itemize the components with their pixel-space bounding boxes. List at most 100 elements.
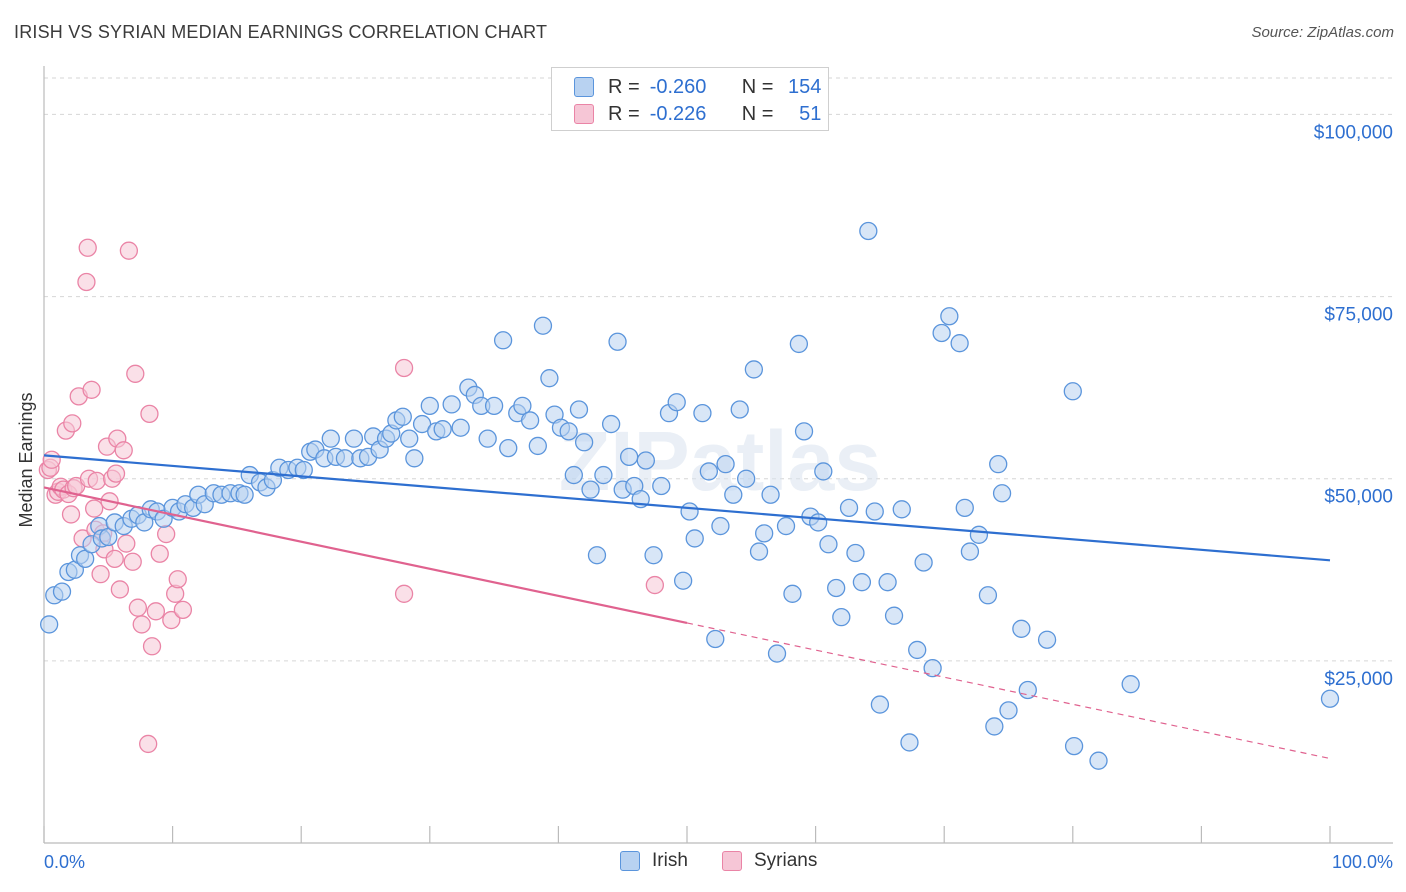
bottom-legend-syrians: Syrians bbox=[722, 850, 817, 872]
syrians-point bbox=[82, 380, 101, 399]
irish-point bbox=[794, 422, 814, 441]
syrians-point bbox=[61, 505, 81, 524]
irish-point bbox=[420, 396, 439, 416]
irish-point bbox=[761, 485, 780, 504]
irish-point bbox=[528, 436, 547, 456]
irish-point bbox=[776, 516, 796, 536]
irish-point bbox=[569, 400, 589, 419]
syrians-swatch bbox=[574, 104, 594, 124]
bottom-legend-irish: Irish bbox=[620, 850, 688, 872]
irish-point bbox=[540, 369, 559, 388]
y-axis-label: Median Earnings bbox=[16, 392, 36, 527]
irish-swatch bbox=[574, 77, 594, 97]
irish-point bbox=[499, 438, 518, 458]
irish-point bbox=[608, 332, 627, 351]
chart-source: Source: ZipAtlas.com bbox=[1251, 24, 1394, 41]
irish-point bbox=[923, 658, 942, 678]
syrians-point bbox=[157, 524, 176, 544]
correlation-legend: R = -0.260 N = 154 R = -0.226 N = 51 bbox=[551, 67, 829, 131]
irish-point bbox=[819, 535, 838, 554]
irish-point bbox=[405, 449, 424, 468]
legend-r-value: -0.226 bbox=[649, 102, 707, 125]
irish-point bbox=[1012, 619, 1031, 638]
syrians-point bbox=[123, 552, 142, 571]
irish-point bbox=[1037, 630, 1057, 649]
trend-lines bbox=[43, 454, 1331, 760]
syrians-point bbox=[173, 600, 193, 620]
irish-point bbox=[400, 429, 419, 448]
chart-title: IRISH VS SYRIAN MEDIAN EARNINGS CORRELAT… bbox=[14, 22, 548, 42]
irish-point bbox=[574, 433, 594, 452]
y-tick-labels: $25,000 $50,000 $75,000 $100,000 bbox=[1314, 122, 1393, 689]
y-tick-label: $100,000 bbox=[1314, 122, 1393, 143]
irish-point bbox=[730, 400, 749, 419]
syrians-point bbox=[87, 471, 106, 491]
irish-point bbox=[969, 525, 989, 544]
irish-point bbox=[1063, 382, 1082, 401]
irish-point bbox=[587, 546, 607, 565]
irish-point bbox=[39, 615, 59, 634]
syrians-point bbox=[105, 549, 124, 569]
syrians-point bbox=[140, 404, 159, 424]
irish-point bbox=[478, 429, 497, 448]
irish-point bbox=[960, 542, 980, 561]
irish-point bbox=[992, 484, 1012, 503]
legend-r-value: -0.260 bbox=[649, 75, 707, 98]
irish-point bbox=[693, 403, 712, 423]
irish-point bbox=[652, 476, 671, 496]
irish-point bbox=[1121, 675, 1140, 694]
irish-point bbox=[533, 316, 553, 335]
syrians-point bbox=[42, 450, 61, 469]
irish-legend-label: Irish bbox=[652, 850, 688, 871]
syrians-point bbox=[150, 544, 169, 563]
irish-point bbox=[737, 469, 756, 488]
syrians-legend-label: Syrians bbox=[754, 850, 818, 871]
irish-point bbox=[955, 498, 974, 518]
irish-point bbox=[940, 307, 959, 326]
irish-point bbox=[493, 331, 513, 350]
syrians-point bbox=[117, 534, 136, 553]
irish-point bbox=[755, 524, 774, 543]
irish-point bbox=[749, 542, 769, 561]
grid-layer bbox=[44, 77, 1393, 662]
irish-points bbox=[39, 221, 1340, 770]
irish-trend-line bbox=[43, 454, 1331, 562]
irish-point bbox=[484, 396, 504, 416]
irish-point bbox=[559, 422, 578, 441]
syrians-point bbox=[139, 734, 158, 754]
irish-point bbox=[594, 465, 613, 485]
irish-point bbox=[619, 447, 639, 467]
x-tick-label-min: 0.0% bbox=[44, 852, 85, 872]
syrians-point bbox=[106, 464, 126, 483]
irish-point bbox=[1064, 736, 1084, 756]
syrians-point bbox=[162, 610, 181, 630]
irish-point bbox=[685, 529, 704, 548]
irish-point bbox=[767, 644, 787, 663]
irish-point bbox=[870, 695, 890, 714]
irish-point bbox=[814, 462, 833, 481]
irish-point bbox=[865, 502, 884, 521]
irish-point bbox=[667, 393, 686, 412]
irish-point bbox=[999, 701, 1018, 720]
syrians-trend-line-extension bbox=[686, 622, 1331, 760]
irish-legend-swatch bbox=[620, 851, 640, 871]
x-tick-label-max: 100.0% bbox=[1332, 852, 1393, 872]
irish-point bbox=[846, 543, 865, 563]
irish-point bbox=[900, 733, 919, 752]
irish-point bbox=[673, 571, 693, 590]
irish-point bbox=[914, 553, 933, 572]
legend-n-label: N = bbox=[741, 75, 774, 98]
irish-point bbox=[985, 717, 1004, 736]
syrians-point bbox=[85, 499, 104, 518]
irish-point bbox=[908, 640, 927, 660]
irish-point bbox=[809, 513, 828, 532]
syrians-point bbox=[142, 637, 162, 656]
irish-point bbox=[699, 462, 719, 481]
syrians-point bbox=[645, 575, 664, 595]
irish-point bbox=[950, 334, 969, 353]
y-tick-label: $25,000 bbox=[1324, 669, 1393, 690]
irish-point bbox=[884, 606, 904, 625]
syrians-point bbox=[114, 441, 133, 460]
legend-row-irish: R = -0.260 N = 154 bbox=[574, 74, 821, 100]
irish-point bbox=[978, 586, 998, 605]
